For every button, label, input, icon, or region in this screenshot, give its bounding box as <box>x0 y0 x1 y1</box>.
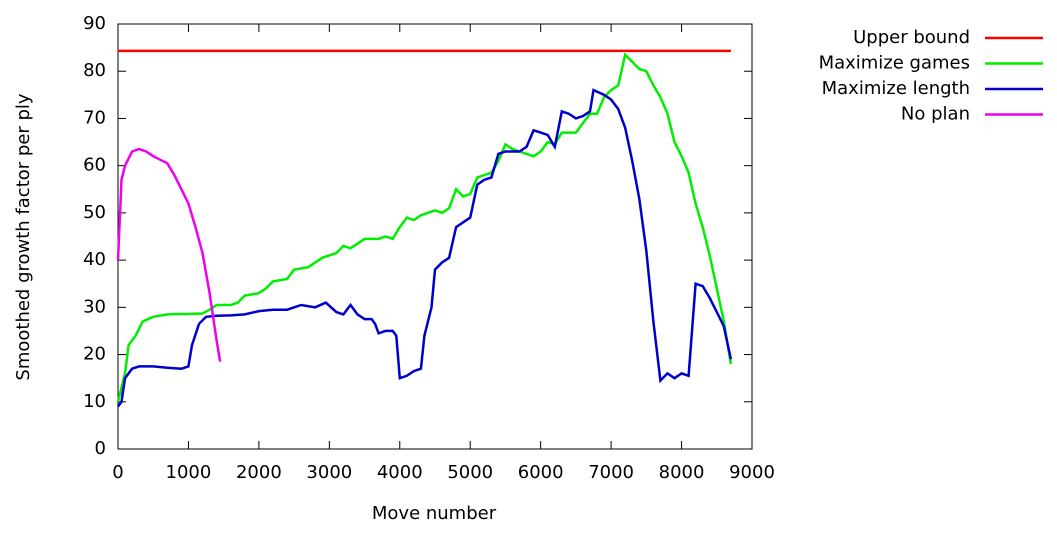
series-line <box>116 52 733 403</box>
plot-frame <box>117 23 753 450</box>
series-line <box>116 147 222 362</box>
y-tick-label: 60 <box>83 155 106 176</box>
y-tick-label: 40 <box>83 249 106 270</box>
y-tick-label: 20 <box>83 344 106 365</box>
y-tick-label: 90 <box>83 13 106 34</box>
x-tick-label: 6000 <box>518 462 564 483</box>
x-tick-label: 9000 <box>729 462 775 483</box>
x-tick-label: 2000 <box>236 462 282 483</box>
legend-label: No plan <box>901 104 970 125</box>
x-tick-label: 0 <box>112 462 123 483</box>
legend-label: Maximize length <box>822 78 970 99</box>
series-line <box>116 88 733 408</box>
y-tick-label: 30 <box>83 296 106 317</box>
x-tick-label: 1000 <box>166 462 212 483</box>
y-tick-label: 0 <box>95 438 106 459</box>
x-tick-label: 5000 <box>447 462 493 483</box>
y-tick-label: 80 <box>83 60 106 81</box>
x-tick-label: 4000 <box>377 462 423 483</box>
y-tick-label: 50 <box>83 202 106 223</box>
x-tick-label: 7000 <box>588 462 634 483</box>
y-axis-label: Smoothed growth factor per ply <box>13 93 34 381</box>
y-tick-label: 10 <box>83 391 106 412</box>
legend-label: Upper bound <box>853 27 970 48</box>
y-tick-label: 70 <box>83 107 106 128</box>
x-tick-label: 8000 <box>659 462 705 483</box>
x-tick-label: 3000 <box>306 462 352 483</box>
x-axis-label: Move number <box>372 503 497 524</box>
legend-label: Maximize games <box>819 53 970 74</box>
